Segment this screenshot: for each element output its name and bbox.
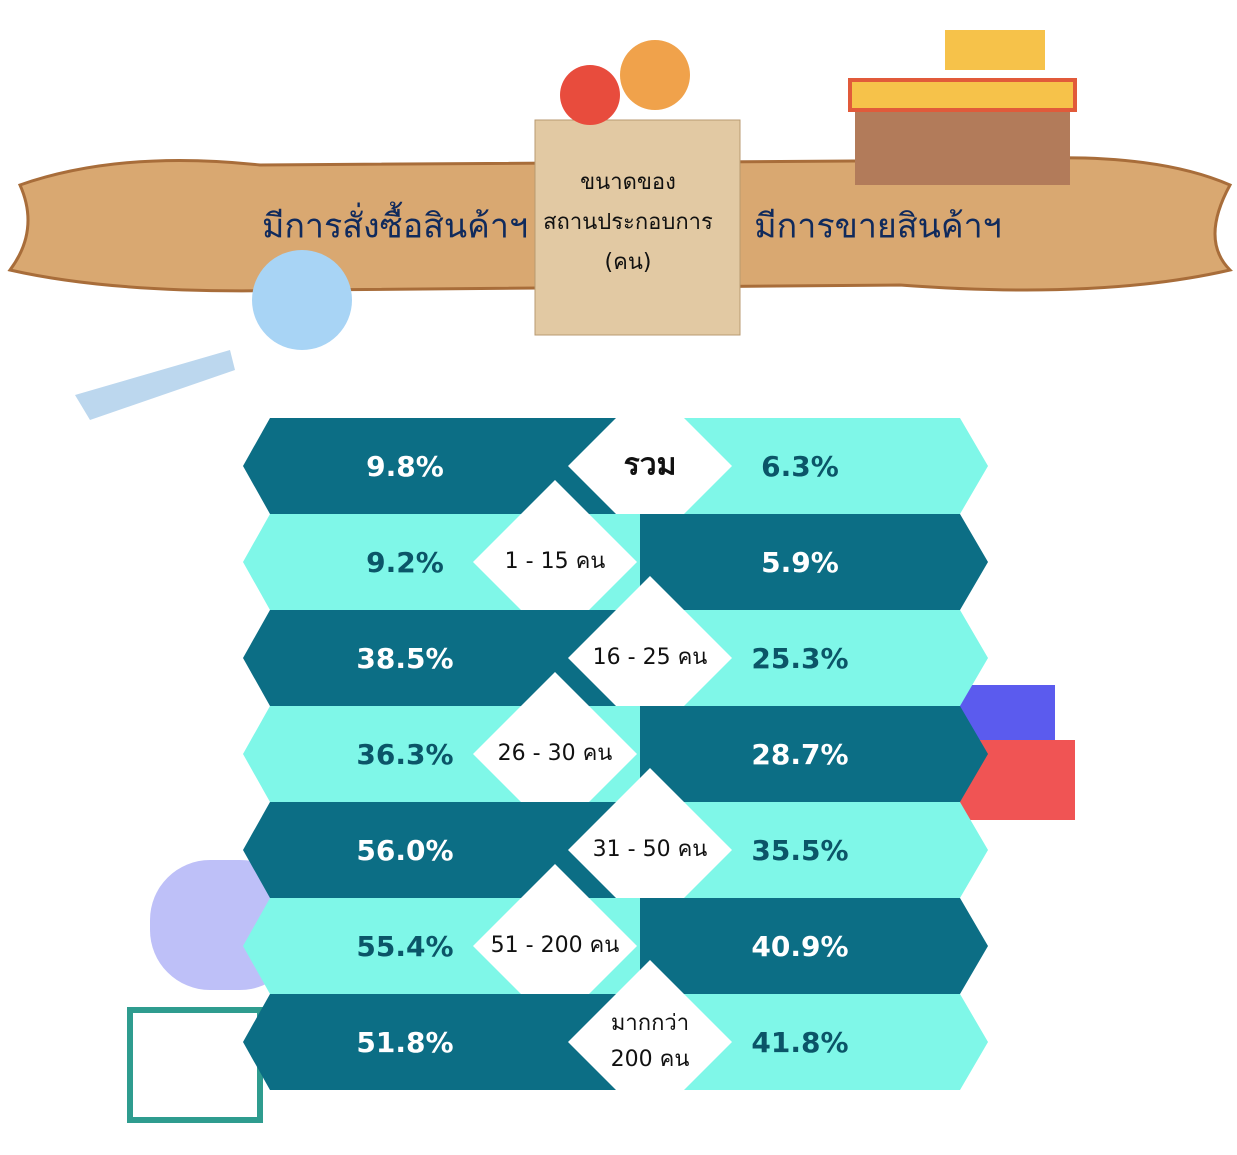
- right-value: 6.3%: [761, 450, 839, 483]
- infographic: มีการสั่งซื้อสินค้าฯ ขนาดของ สถานประกอบก…: [0, 0, 1237, 1155]
- center-heading: ขนาดของ: [580, 170, 676, 195]
- row-label: รวม: [624, 448, 677, 483]
- groceries: [620, 40, 690, 110]
- cart: [130, 1010, 260, 1120]
- right-value: 40.9%: [751, 930, 848, 963]
- row-label: 1 - 15 คน: [505, 549, 606, 574]
- center-heading: สถานประกอบการ: [543, 210, 713, 235]
- row-label: 31 - 50 คน: [593, 837, 708, 862]
- left-value: 56.0%: [356, 834, 453, 867]
- groceries: [560, 65, 620, 125]
- row-label: 200 คน: [611, 1047, 690, 1072]
- left-value: 9.8%: [366, 450, 444, 483]
- left-value: 55.4%: [356, 930, 453, 963]
- row-label: 16 - 25 คน: [593, 645, 708, 670]
- left-heading: มีการสั่งซื้อสินค้าฯ: [262, 202, 528, 247]
- right-heading: มีการขายสินค้าฯ: [754, 207, 1002, 247]
- row-label: มากกว่า: [611, 1011, 689, 1036]
- store-awning: [850, 80, 1075, 110]
- right-value: 41.8%: [751, 1026, 848, 1059]
- right-value: 5.9%: [761, 546, 839, 579]
- right-value: 35.5%: [751, 834, 848, 867]
- right-value: 25.3%: [751, 642, 848, 675]
- row-label: 26 - 30 คน: [498, 741, 613, 766]
- row-label: 51 - 200 คน: [491, 933, 620, 958]
- store-sign: [945, 30, 1045, 70]
- right-value: 28.7%: [751, 738, 848, 771]
- center-heading: (คน): [605, 250, 652, 275]
- left-value: 51.8%: [356, 1026, 453, 1059]
- airplane: [75, 350, 235, 420]
- left-value: 9.2%: [366, 546, 444, 579]
- left-value: 38.5%: [356, 642, 453, 675]
- parachute: [252, 250, 352, 350]
- left-value: 36.3%: [356, 738, 453, 771]
